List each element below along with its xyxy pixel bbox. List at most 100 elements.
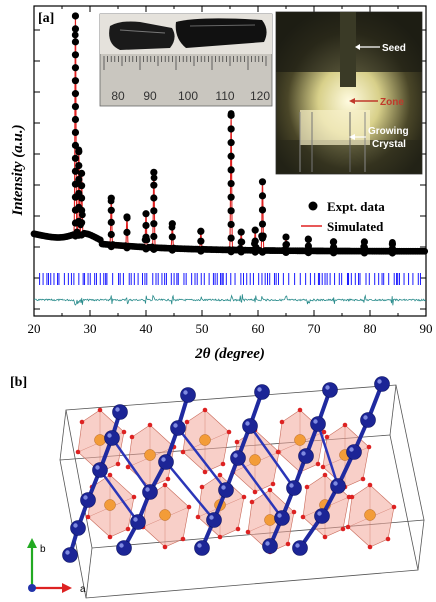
peak-point (258, 178, 267, 186)
peak-point (107, 218, 115, 226)
anion-atom (292, 540, 308, 556)
cation-atom (144, 449, 156, 461)
x-tick-label: 20 (28, 321, 41, 336)
peak-point (150, 181, 158, 189)
atom-highlight (265, 541, 270, 546)
x-tick-label: 30 (84, 321, 97, 336)
peak-point (251, 237, 259, 245)
ruler-90: 90 (143, 89, 157, 103)
x-axis-ticks: 20 30 40 50 60 70 80 90 (28, 6, 433, 336)
bond (177, 427, 227, 491)
peak-point (227, 152, 235, 160)
atom-highlight (221, 485, 226, 490)
anion-atom (130, 514, 146, 530)
oxygen-atom (217, 472, 223, 478)
crystal-piece-1 (109, 21, 175, 50)
unit-cell-edge (59, 409, 67, 461)
oxygen-atom (249, 499, 255, 505)
oxygen-atom (279, 419, 285, 425)
peak-point (107, 230, 115, 239)
peak-point (330, 243, 338, 251)
peak-point (197, 237, 205, 245)
atom-highlight (277, 513, 282, 518)
anion-atom (62, 547, 78, 563)
anion-atom (180, 387, 196, 403)
anion-atom (310, 416, 326, 432)
anion-atom (92, 462, 108, 478)
anion-atom (70, 520, 86, 536)
peak-point (75, 175, 83, 184)
cation-atom (364, 509, 376, 521)
peak-point (251, 226, 259, 234)
peak-point (71, 115, 80, 124)
peak-point (227, 234, 235, 242)
y-axis-title: Intensity (a.u.) (10, 124, 26, 216)
peak-point (237, 238, 245, 246)
cation-atom (94, 434, 106, 446)
oxygen-atom (131, 494, 137, 500)
atom-highlight (119, 543, 124, 548)
growing-label-1: Growing (368, 126, 409, 137)
peak-point (168, 233, 176, 241)
peak-point (78, 231, 86, 239)
x-tick-label: 70 (308, 321, 321, 336)
oxygen-atom (165, 476, 171, 482)
difference-curve (33, 294, 426, 306)
b-axis-label: b (40, 544, 46, 555)
peak-point (227, 125, 235, 133)
anion-atom (242, 418, 258, 434)
oxygen-atom (115, 461, 121, 467)
oxygen-atom (285, 541, 291, 547)
oxygen-atom (217, 534, 223, 540)
peak-point (123, 228, 131, 236)
atom-highlight (183, 390, 188, 395)
oxygen-atom (245, 529, 251, 535)
peak-point (304, 249, 312, 257)
peak-point (75, 148, 83, 156)
inset-furnace-photo: Seed Zone Growing Crystal (275, 11, 423, 175)
oxygen-atom (297, 407, 303, 413)
peak-point (197, 227, 205, 235)
peak-point (360, 243, 368, 251)
atom-highlight (209, 515, 214, 520)
anion-atom (286, 480, 302, 496)
atom-highlight (257, 387, 262, 392)
atom-highlight (289, 483, 294, 488)
peak-point (258, 234, 267, 242)
axis-indicator: b a (27, 538, 86, 595)
oxygen-atom (180, 449, 186, 455)
cation-atom (294, 434, 306, 446)
peak-point (71, 51, 80, 59)
atom-highlight (83, 495, 88, 500)
anion-atom (218, 482, 234, 498)
peak-point (78, 206, 86, 214)
peak-point (330, 249, 338, 257)
oxygen-atom (360, 476, 366, 482)
peak-point (227, 179, 235, 188)
panel-a: [a] 20 30 40 50 60 70 80 90 2θ (degree) Intensi… (10, 5, 433, 362)
peak-point (142, 233, 150, 241)
oxygen-atom (85, 514, 91, 520)
x-tick-label: 50 (196, 321, 209, 336)
oxygen-atom (121, 429, 127, 435)
peak-point (258, 206, 267, 214)
oxygen-atom (235, 526, 241, 532)
oxygen-atom (107, 534, 113, 540)
panel-a-label: [a] (38, 11, 54, 26)
legend-expt-marker (308, 201, 318, 211)
anion-atom (314, 508, 330, 524)
oxygen-atom (252, 489, 258, 495)
unit-cell-edge (389, 384, 397, 436)
peak-point (78, 182, 86, 190)
peak-point (71, 12, 80, 20)
oxygen-atom (315, 461, 321, 467)
anion-atom (346, 444, 362, 460)
peak-point (237, 248, 245, 256)
anion-atom (112, 404, 128, 420)
atom-highlight (245, 421, 250, 426)
peak-point (71, 90, 80, 98)
peak-point (258, 220, 267, 228)
oxygen-atom (342, 422, 348, 428)
anion-atom (254, 384, 270, 400)
peak-point (107, 194, 115, 202)
